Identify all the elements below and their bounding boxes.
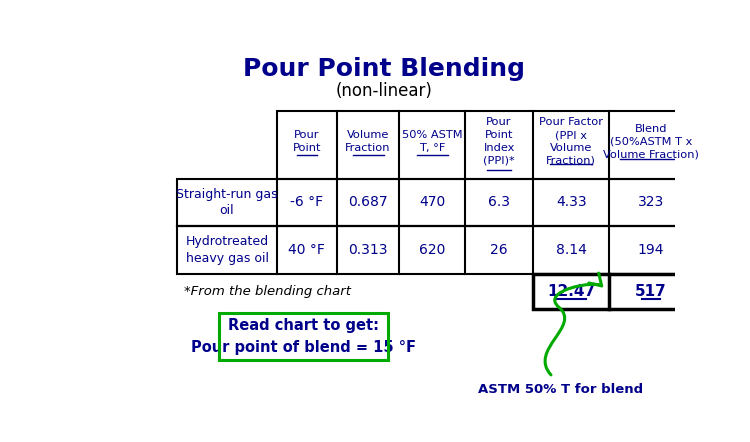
Text: Hydrotreated
heavy gas oil: Hydrotreated heavy gas oil [185, 236, 268, 265]
Bar [178, 179, 693, 226]
FancyArrowPatch shape [545, 273, 602, 375]
Text: 620: 620 [419, 243, 446, 257]
Text: Pour
Point
Index
(PPI)*: Pour Point Index (PPI)* [483, 118, 515, 166]
Text: 323: 323 [638, 195, 664, 210]
Text: (non-linear): (non-linear) [336, 82, 433, 100]
Text: 470: 470 [419, 195, 446, 210]
Text: Pour Factor
(PPI x
Volume
Fraction): Pour Factor (PPI x Volume Fraction) [539, 118, 603, 166]
Text: 194: 194 [638, 243, 664, 257]
Text: 0.687: 0.687 [348, 195, 388, 210]
Text: -6 °F: -6 °F [290, 195, 323, 210]
Text: Pour
Point: Pour Point [292, 130, 321, 153]
Bar [277, 111, 693, 179]
Text: 26: 26 [490, 243, 508, 257]
Bar [219, 313, 388, 359]
Text: 4.33: 4.33 [556, 195, 586, 210]
Text: *From the blending chart: *From the blending chart [184, 285, 351, 298]
Text: Blend
(50%ASTM T x
Volume Fraction): Blend (50%ASTM T x Volume Fraction) [603, 124, 699, 160]
Text: 517: 517 [635, 284, 667, 299]
Text: 6.3: 6.3 [488, 195, 510, 210]
Text: 40 °F: 40 °F [289, 243, 326, 257]
Text: 8.14: 8.14 [556, 243, 586, 257]
Text: Straight-run gas
oil: Straight-run gas oil [176, 188, 278, 217]
Bar [178, 226, 693, 274]
Bar [533, 274, 693, 309]
Text: ASTM 50% T for blend: ASTM 50% T for blend [478, 383, 643, 396]
Text: 12.47: 12.47 [547, 284, 596, 299]
Text: 50% ASTM
T, °F: 50% ASTM T, °F [402, 130, 462, 153]
Text: 0.313: 0.313 [348, 243, 388, 257]
Text: Pour Point Blending: Pour Point Blending [243, 57, 525, 81]
Text: Read chart to get:
Pour point of blend = 15 °F: Read chart to get: Pour point of blend =… [191, 318, 416, 355]
Text: Volume
Fraction: Volume Fraction [345, 130, 391, 153]
